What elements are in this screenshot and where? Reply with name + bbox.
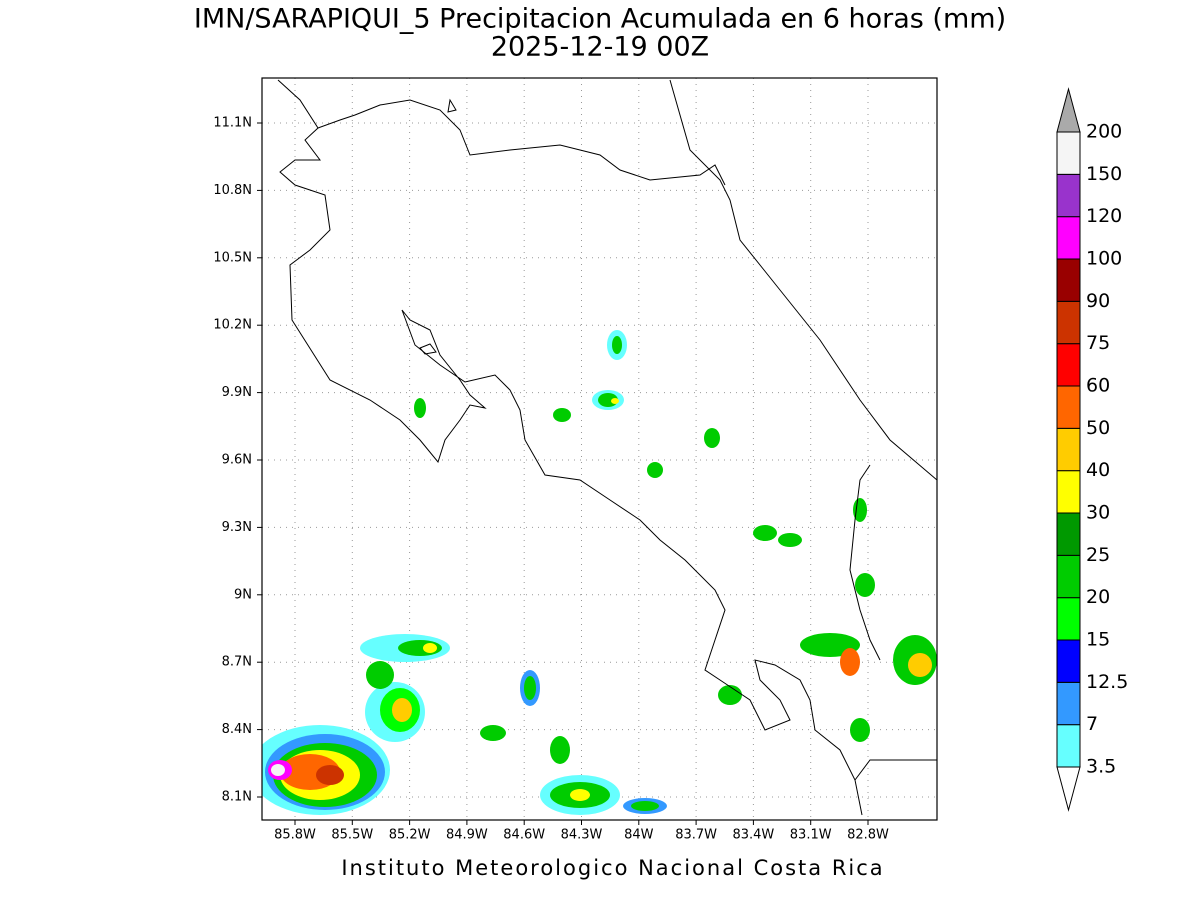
colorbar-swatch	[1056, 470, 1081, 514]
y-tick-label: 10.5N	[213, 250, 252, 265]
x-tick-label: 83.7W	[675, 828, 717, 843]
precip-field	[262, 79, 937, 816]
colorbar-label: 30	[1086, 502, 1110, 524]
y-tick-label: 10.2N	[213, 318, 252, 333]
colorbar-label: 12.5	[1086, 671, 1128, 693]
colorbar-swatch	[1056, 724, 1081, 768]
x-tick-label: 85.5W	[331, 828, 373, 843]
colorbar-label: 75	[1086, 332, 1110, 354]
x-tick-label: 85.2W	[389, 828, 431, 843]
colorbar: 3.5 7 12.5 15 20 25 30 40 50 60 75 90 100 120 150 200	[1056, 87, 1128, 812]
grid	[262, 78, 937, 820]
colorbar-label: 15	[1086, 629, 1110, 651]
subtitle: 2025-12-19 00Z	[491, 32, 709, 63]
colorbar-extension	[1056, 87, 1081, 133]
colorbar-label: 20	[1086, 586, 1110, 608]
colorbar-label: 40	[1086, 459, 1110, 481]
colorbar-swatch	[1056, 512, 1081, 556]
x-tick-label: 84.6W	[503, 828, 545, 843]
colorbar-label: 60	[1086, 375, 1110, 397]
colorbar-swatch	[1056, 343, 1081, 387]
colorbar-swatch	[1056, 639, 1081, 683]
colorbar-swatch	[1056, 681, 1081, 726]
footer: Instituto Meteorologico Nacional Costa R…	[341, 856, 884, 880]
y-tick-label: 9.3N	[222, 520, 252, 535]
y-tick-label: 9.6N	[222, 453, 252, 468]
colorbar-label: 150	[1086, 163, 1122, 185]
x-tick-label: 84W	[624, 828, 654, 843]
y-tick-label: 10.8N	[213, 183, 252, 198]
colorbar-swatch	[1056, 216, 1081, 260]
colorbar-swatch	[1056, 131, 1081, 175]
y-tick-label: 11.1N	[213, 116, 252, 131]
precip-blob	[262, 330, 937, 815]
x-tick-label: 84.3W	[561, 828, 603, 843]
x-tick-label: 83.1W	[790, 828, 832, 843]
colorbar-swatch	[1056, 385, 1081, 429]
colorbar-swatch	[1056, 554, 1081, 599]
colorbar-label: 120	[1086, 205, 1122, 227]
colorbar-swatch	[1056, 300, 1081, 345]
title: IMN/SARAPIQUI_5 Precipitacion Acumulada …	[194, 4, 1006, 35]
colorbar-label: 3.5	[1086, 756, 1116, 778]
colorbar-label: 200	[1086, 121, 1122, 143]
colorbar-label: 50	[1086, 417, 1110, 439]
x-tick-label: 84.9W	[446, 828, 488, 843]
colorbar-swatch	[1056, 597, 1081, 641]
x-tick-label: 85.8W	[274, 828, 316, 843]
colorbar-label: 90	[1086, 290, 1110, 312]
coastline	[277, 79, 937, 816]
colorbar-label: 100	[1086, 248, 1122, 270]
y-tick-label: 9N	[234, 587, 252, 602]
colorbar-swatch	[1056, 427, 1081, 472]
x-tick-label: 83.4W	[732, 828, 774, 843]
colorbar-extension	[1056, 766, 1081, 812]
colorbar-swatch	[1056, 258, 1081, 302]
y-tick-label: 9.9N	[222, 385, 252, 400]
x-tick-label: 82.8W	[847, 828, 889, 843]
colorbar-label: 7	[1086, 713, 1098, 735]
y-tick-label: 8.7N	[222, 655, 252, 670]
colorbar-label: 25	[1086, 544, 1110, 566]
colorbar-swatch	[1056, 173, 1081, 218]
y-tick-label: 8.1N	[222, 790, 252, 805]
y-tick-label: 8.4N	[222, 722, 252, 737]
map-frame	[261, 77, 938, 821]
